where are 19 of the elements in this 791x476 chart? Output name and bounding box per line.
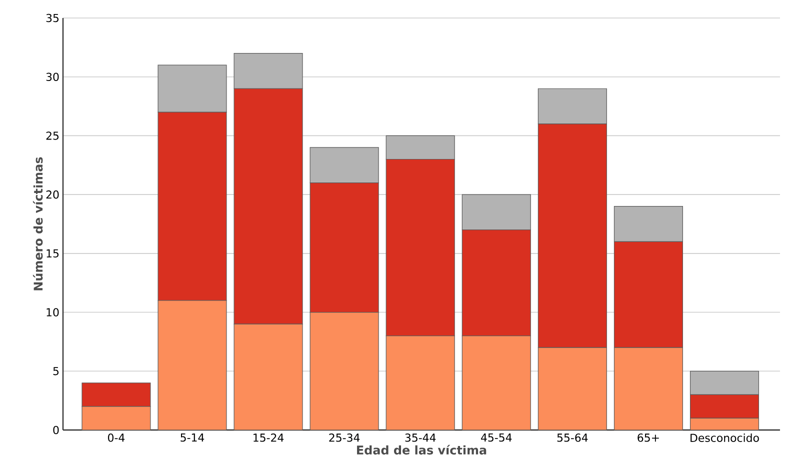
x-tick-label: 65+ <box>638 434 659 442</box>
y-tick-label: 0 <box>53 426 59 434</box>
x-tick-label: 0-4 <box>108 434 125 442</box>
y-tick-label: 15 <box>46 249 59 258</box>
y-tick-label: 35 <box>46 14 59 22</box>
y-tick-label: 20 <box>46 190 59 199</box>
x-tick-label: 5-14 <box>180 434 204 442</box>
x-tick-label: 25-34 <box>329 434 360 442</box>
y-tick-label: 10 <box>46 308 59 316</box>
x-tick-label: Desconocido <box>690 434 759 442</box>
x-tick-label: 45-54 <box>481 434 512 442</box>
x-tick-label: 55-64 <box>557 434 588 442</box>
x-axis-title: Edad de las víctima <box>357 444 486 455</box>
y-tick-label: 5 <box>53 367 59 376</box>
y-axis-title: Número de víctimas <box>32 157 43 290</box>
x-tick-label: 35-44 <box>405 434 436 442</box>
x-tick-label: 15-24 <box>254 434 284 442</box>
y-tick-label: 25 <box>46 132 59 140</box>
y-tick-label: 30 <box>46 72 59 81</box>
